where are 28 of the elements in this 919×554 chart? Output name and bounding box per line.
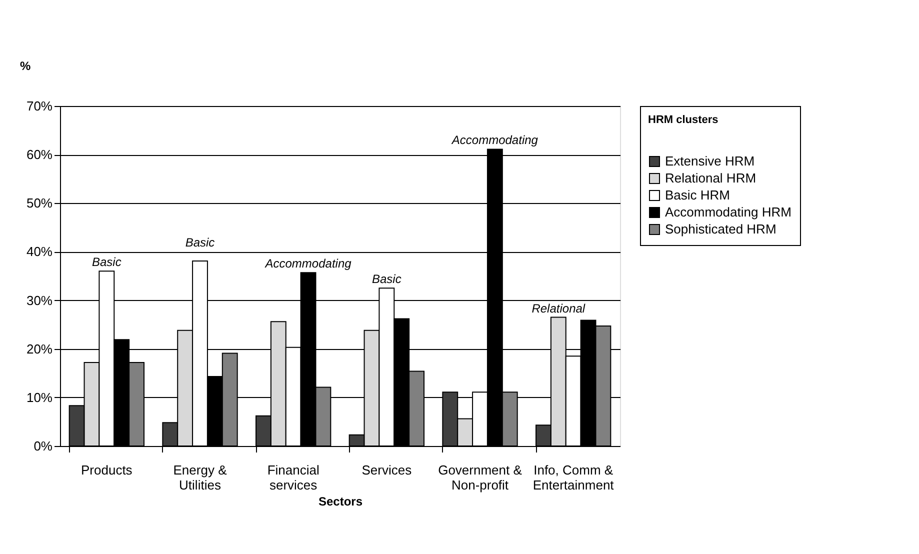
annotation: Accommodating xyxy=(450,133,538,148)
legend-label: Relational HRM xyxy=(665,170,756,186)
annotation: Accommodating xyxy=(264,256,352,271)
annotation: Relational xyxy=(532,301,586,316)
y-axis-title: % xyxy=(20,59,31,73)
y-tick-label: 60% xyxy=(26,147,53,162)
y-tick-label: 40% xyxy=(26,244,53,260)
y-tick-label: 70% xyxy=(26,98,53,114)
x-tick-label: Products xyxy=(81,462,133,478)
y-tick-label: 30% xyxy=(26,292,53,308)
legend-label: Extensive HRM xyxy=(665,154,755,168)
legend-label: Basic HRM xyxy=(665,188,730,202)
y-tick-label: 0% xyxy=(34,438,53,454)
x-axis-title: Sectors xyxy=(318,494,363,508)
y-tick-label: 10% xyxy=(26,390,53,405)
x-tick-label: Energy & Utilities xyxy=(173,462,228,492)
y-tick-label: 50% xyxy=(26,196,53,211)
legend-label: Accommodating HRM xyxy=(665,204,792,220)
x-tick-label: Government & Non-profit xyxy=(438,462,522,492)
x-tick-label: Info, Comm & Entertainment xyxy=(532,462,614,492)
y-tick-label: 20% xyxy=(26,341,53,356)
x-tick-label: Services xyxy=(362,462,412,478)
annotation: Basic xyxy=(185,236,215,250)
legend-title: HRM clusters xyxy=(648,114,718,126)
annotation: Basic xyxy=(92,255,122,270)
x-tick-label: Financial services xyxy=(267,462,320,492)
legend-label: Sophisticated HRM xyxy=(665,222,776,236)
annotation: Basic xyxy=(372,272,402,286)
